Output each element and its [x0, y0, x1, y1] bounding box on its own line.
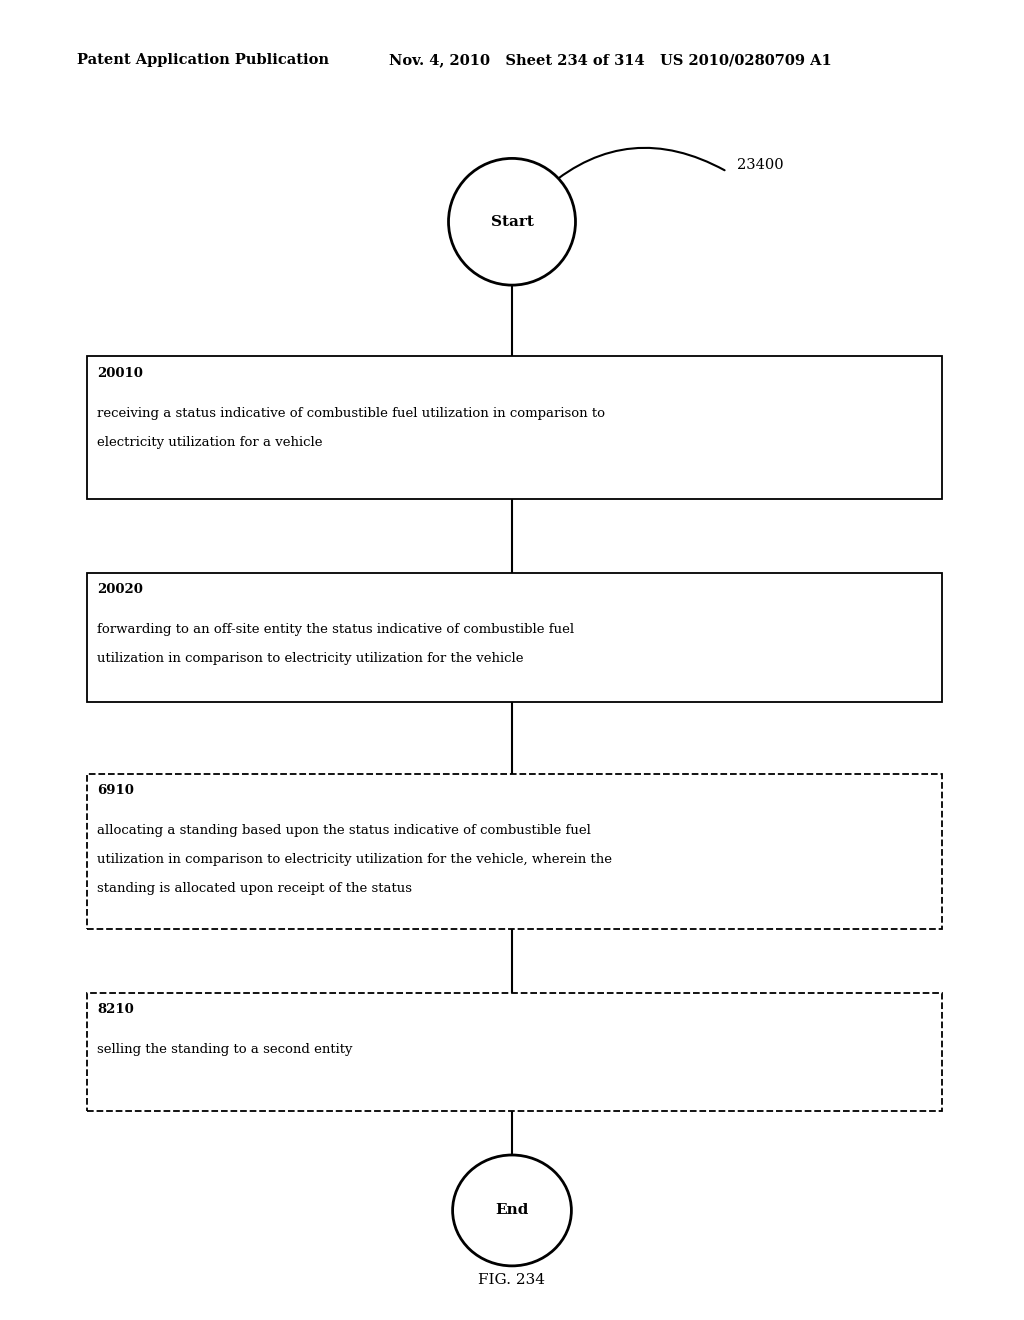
- Ellipse shape: [449, 158, 575, 285]
- Text: utilization in comparison to electricity utilization for the vehicle: utilization in comparison to electricity…: [97, 652, 524, 665]
- Bar: [87, 573, 942, 702]
- Text: forwarding to an off-site entity the status indicative of combustible fuel: forwarding to an off-site entity the sta…: [97, 623, 574, 636]
- Text: 23400: 23400: [737, 158, 784, 172]
- Text: 20020: 20020: [97, 583, 143, 597]
- Text: electricity utilization for a vehicle: electricity utilization for a vehicle: [97, 436, 323, 449]
- Text: FIG. 234: FIG. 234: [478, 1274, 546, 1287]
- Text: receiving a status indicative of combustible fuel utilization in comparison to: receiving a status indicative of combust…: [97, 407, 605, 420]
- Text: 20010: 20010: [97, 367, 143, 380]
- Text: 8210: 8210: [97, 1003, 134, 1016]
- Bar: [87, 993, 942, 1111]
- Text: Start: Start: [490, 215, 534, 228]
- Text: Nov. 4, 2010   Sheet 234 of 314   US 2010/0280709 A1: Nov. 4, 2010 Sheet 234 of 314 US 2010/02…: [389, 53, 831, 67]
- Text: Patent Application Publication: Patent Application Publication: [77, 53, 329, 67]
- Text: selling the standing to a second entity: selling the standing to a second entity: [97, 1043, 353, 1056]
- Ellipse shape: [453, 1155, 571, 1266]
- Text: allocating a standing based upon the status indicative of combustible fuel: allocating a standing based upon the sta…: [97, 824, 591, 837]
- Text: 6910: 6910: [97, 784, 134, 797]
- Text: standing is allocated upon receipt of the status: standing is allocated upon receipt of th…: [97, 882, 413, 895]
- Bar: [87, 774, 942, 929]
- Bar: [87, 356, 942, 499]
- Text: End: End: [496, 1204, 528, 1217]
- Text: utilization in comparison to electricity utilization for the vehicle, wherein th: utilization in comparison to electricity…: [97, 853, 612, 866]
